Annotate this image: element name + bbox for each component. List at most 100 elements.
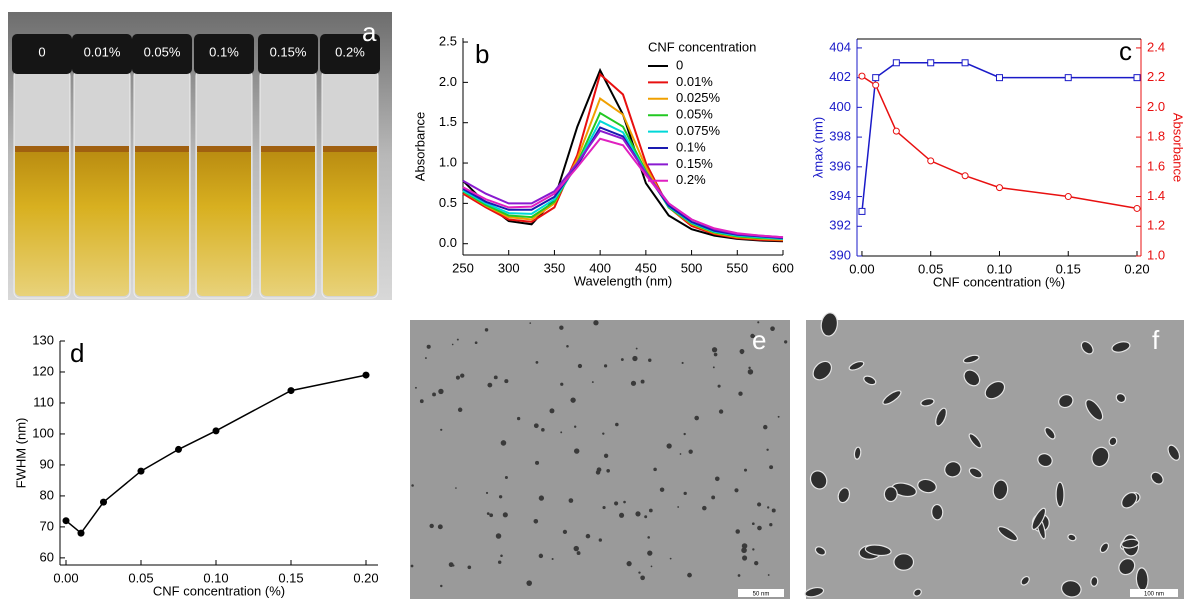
particle <box>533 423 539 429</box>
tem-image <box>410 320 790 599</box>
particles <box>410 320 788 588</box>
marker <box>872 74 880 82</box>
particle <box>474 341 478 345</box>
marker <box>995 184 1003 192</box>
y2-tick-label: 1.0 <box>1147 247 1165 262</box>
x-tick-label: 0.20 <box>353 570 378 585</box>
y-axis-label: FWHM (nm) <box>13 418 28 489</box>
particle <box>713 352 718 357</box>
particle <box>549 408 555 414</box>
particle <box>784 340 788 344</box>
x-tick-label: 600 <box>772 260 794 275</box>
particle <box>962 354 980 364</box>
particle <box>913 588 922 597</box>
particle <box>1058 394 1074 409</box>
legend-label: 0.15% <box>676 156 713 171</box>
x-tick-label: 0.15 <box>278 570 303 585</box>
particle <box>538 495 545 501</box>
particle <box>717 384 721 388</box>
particle <box>467 565 472 570</box>
particle <box>638 571 641 574</box>
particle <box>1020 575 1030 586</box>
y2-tick-label: 1.8 <box>1147 129 1165 144</box>
particle <box>562 529 568 534</box>
y-tick-label: 1.5 <box>439 114 457 129</box>
particle <box>968 433 982 449</box>
particle <box>559 325 564 330</box>
y-tick-label: 100 <box>32 425 54 440</box>
particle <box>777 415 780 418</box>
meniscus <box>323 146 377 152</box>
particle <box>893 553 915 571</box>
particle <box>752 548 755 551</box>
particle <box>864 544 892 557</box>
marker <box>961 59 969 67</box>
particle <box>769 523 773 527</box>
particle <box>683 491 687 496</box>
particle <box>737 574 741 577</box>
particle <box>424 357 427 359</box>
marker <box>1064 193 1072 201</box>
particle <box>440 584 443 588</box>
panel-label: d <box>70 338 84 368</box>
marker <box>1133 74 1141 82</box>
y2-axis-label: Absorbance <box>1171 113 1184 182</box>
particle <box>702 505 707 511</box>
vial-label: 0.01% <box>84 44 121 59</box>
particle <box>440 428 443 431</box>
particle <box>1167 444 1181 461</box>
y2-tick-label: 1.6 <box>1147 158 1165 173</box>
x-tick-label: 0.10 <box>987 261 1012 276</box>
particle <box>560 431 563 434</box>
marker <box>927 59 935 67</box>
particle <box>1044 426 1056 440</box>
marker <box>212 427 220 435</box>
particle <box>593 320 599 326</box>
particle <box>535 460 540 465</box>
x-axis-label: Wavelength (nm) <box>574 273 673 288</box>
particle <box>500 440 507 446</box>
particle <box>541 428 545 432</box>
particle <box>535 361 539 364</box>
particle <box>448 562 454 568</box>
vial-label: 0 <box>38 44 45 59</box>
marker <box>175 445 182 453</box>
particle <box>456 338 459 341</box>
marker <box>1064 74 1072 82</box>
particle <box>679 453 682 455</box>
particle <box>769 465 774 470</box>
particle <box>1090 576 1099 587</box>
particle <box>944 461 962 478</box>
particle <box>437 524 443 530</box>
particle <box>748 366 751 370</box>
particle <box>585 533 591 539</box>
x-tick-label: 0.05 <box>918 261 943 276</box>
legend-label: 0.075% <box>676 123 721 138</box>
y-tick-label: 390 <box>829 247 851 262</box>
particle <box>419 399 424 404</box>
particle <box>504 476 508 480</box>
y2-tick-label: 2.0 <box>1147 99 1165 114</box>
particle <box>751 522 755 526</box>
particle <box>460 373 465 378</box>
vial-cap <box>12 34 72 74</box>
marker <box>1133 204 1141 212</box>
particle <box>1055 481 1065 508</box>
particle <box>1121 538 1140 549</box>
particle <box>754 560 759 566</box>
particle <box>837 487 851 504</box>
particle <box>968 467 983 479</box>
panel-label: e <box>752 325 766 355</box>
particle <box>414 386 417 389</box>
particle <box>432 392 436 397</box>
y2-tick-label: 2.4 <box>1147 39 1165 54</box>
y-tick-label: 1.0 <box>439 154 457 169</box>
particle <box>659 487 665 492</box>
particle <box>619 512 625 518</box>
x-tick-label: 0.00 <box>849 261 874 276</box>
x-tick-label: 400 <box>589 260 611 275</box>
particle <box>1121 492 1138 509</box>
particle <box>853 446 862 460</box>
particle <box>451 343 454 346</box>
particle <box>455 487 457 489</box>
